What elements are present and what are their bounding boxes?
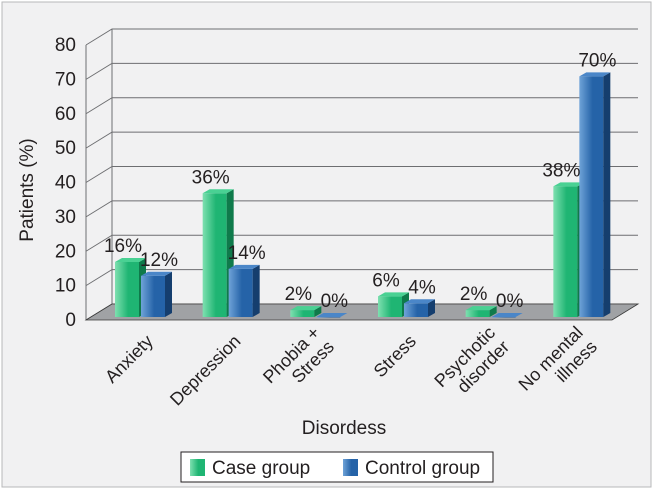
y-axis-label: Patients (%) xyxy=(17,138,38,241)
data-labels: 16% 36% 2% 6% 2% 38% 12% 14% 0% 4% 0% 70% xyxy=(104,50,616,312)
bar-control xyxy=(228,264,260,317)
y-tick-label: 70 xyxy=(55,69,76,90)
x-axis-label: Disordess xyxy=(302,418,386,439)
data-label: 0% xyxy=(321,291,349,312)
bar-control xyxy=(141,271,172,317)
data-label: 70% xyxy=(578,50,616,71)
gridline xyxy=(85,97,638,115)
bar-control xyxy=(316,313,348,318)
bar-control xyxy=(579,72,611,317)
y-tick-label: 30 xyxy=(55,207,76,228)
legend-swatch-control xyxy=(343,459,358,476)
gridline xyxy=(85,200,638,218)
data-label: 4% xyxy=(408,277,436,298)
bar-top xyxy=(228,264,260,269)
data-label: 38% xyxy=(542,160,580,181)
bar-top xyxy=(491,313,523,317)
bar-front xyxy=(404,303,428,317)
bar-top xyxy=(553,182,585,187)
legend: Case group Control group xyxy=(180,451,494,483)
bar-top xyxy=(290,306,322,311)
bar-control xyxy=(404,299,435,317)
bar-front xyxy=(553,186,578,317)
bar-front xyxy=(202,193,227,317)
bar-side xyxy=(428,299,435,317)
y-tick-label: 20 xyxy=(55,241,76,262)
bar-control xyxy=(491,313,523,318)
bar-front xyxy=(290,310,315,317)
gridline xyxy=(85,269,638,287)
bar-top xyxy=(579,72,611,77)
gridlines xyxy=(85,28,638,321)
data-label: 12% xyxy=(140,250,178,271)
bar-top xyxy=(115,258,146,262)
data-label: 2% xyxy=(460,284,488,305)
y-tick-label: 80 xyxy=(55,35,76,56)
bar-side xyxy=(314,306,322,317)
bar-case xyxy=(553,182,585,317)
bar-side xyxy=(489,306,497,317)
bar-top xyxy=(316,313,348,317)
data-label: 2% xyxy=(285,284,313,305)
y-tick-label: 0 xyxy=(65,310,76,331)
data-label: 6% xyxy=(372,270,400,291)
bar-case xyxy=(290,306,322,317)
bar-top xyxy=(465,306,497,311)
bar-side xyxy=(165,271,172,317)
bar-top xyxy=(202,189,234,194)
gridline xyxy=(85,166,638,183)
bar-case xyxy=(465,306,497,317)
legend-label-case: Case group xyxy=(212,458,310,479)
y-tick-labels: 0 10 20 30 40 50 60 70 80 xyxy=(55,35,76,331)
bar-side xyxy=(252,264,260,317)
data-label: 36% xyxy=(192,167,230,188)
gridline xyxy=(85,62,638,80)
bar-front xyxy=(579,76,604,317)
y-tick-label: 50 xyxy=(55,138,76,159)
bar-front xyxy=(465,310,490,317)
y-tick-label: 10 xyxy=(55,276,76,297)
y-tick-label: 60 xyxy=(55,104,76,125)
gridline xyxy=(85,131,638,149)
gridline xyxy=(85,234,638,252)
data-label: 16% xyxy=(104,236,142,257)
legend-swatch-case xyxy=(190,459,205,476)
legend-label-control: Control group xyxy=(365,458,480,479)
bar-front xyxy=(115,262,139,317)
bar-top xyxy=(378,292,409,297)
data-label: 0% xyxy=(496,291,524,312)
bar-top xyxy=(404,299,435,304)
bar-side xyxy=(603,72,611,317)
bar-front xyxy=(491,317,516,318)
bars xyxy=(115,72,611,318)
data-label: 14% xyxy=(228,243,266,264)
bar-front xyxy=(141,275,165,317)
bar-front xyxy=(228,268,253,317)
y-tick-label: 40 xyxy=(55,173,76,194)
legend-box xyxy=(180,451,494,483)
gridline xyxy=(85,28,638,46)
bar-front xyxy=(378,296,402,317)
bar-top xyxy=(141,271,172,276)
bar-front xyxy=(316,317,341,318)
